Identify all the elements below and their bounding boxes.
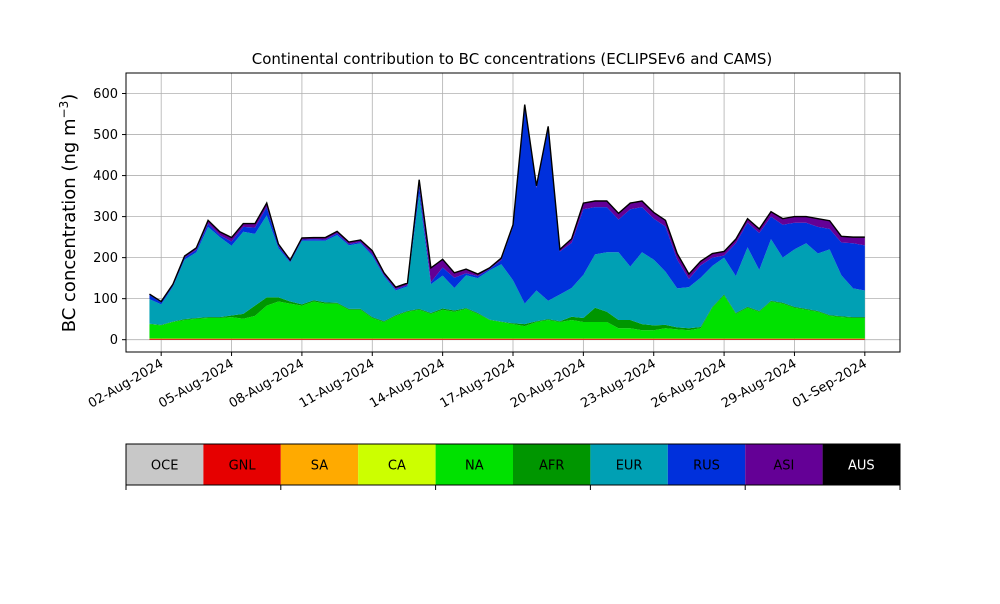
y-tick-label: 300 bbox=[93, 210, 118, 225]
y-tick-label: 600 bbox=[93, 87, 118, 102]
legend-label-na: NA bbox=[465, 459, 484, 474]
legend-label-eur: EUR bbox=[616, 459, 643, 474]
chart-title: Continental contribution to BC concentra… bbox=[252, 50, 773, 68]
y-tick-label: 0 bbox=[110, 333, 118, 348]
legend-label-sa: SA bbox=[311, 459, 328, 474]
y-axis-label-superscript: −3 bbox=[57, 101, 71, 119]
y-tick-label: 500 bbox=[93, 128, 118, 143]
y-tick-label: 100 bbox=[93, 292, 118, 307]
legend-label-aus: AUS bbox=[848, 459, 875, 474]
y-axis-label-main: BC concentration (ng m bbox=[59, 118, 80, 332]
legend-label-ca: CA bbox=[388, 459, 406, 474]
legend-label-rus: RUS bbox=[693, 459, 720, 474]
legend-label-asi: ASI bbox=[773, 459, 794, 474]
legend-label-gnl: GNL bbox=[229, 459, 257, 474]
y-axis-label: BC concentration (ng m−3) bbox=[57, 94, 80, 333]
y-tick-label: 200 bbox=[93, 251, 118, 266]
y-axis-label-close: ) bbox=[59, 94, 80, 101]
legend-colorbar: OCE GNL SA CA NA AFR EUR RUS ASI AUS bbox=[126, 444, 900, 490]
y-tick-label: 400 bbox=[93, 169, 118, 184]
area-gnl bbox=[149, 339, 864, 340]
legend-label-afr: AFR bbox=[539, 459, 564, 474]
legend-label-oce: OCE bbox=[151, 459, 179, 474]
